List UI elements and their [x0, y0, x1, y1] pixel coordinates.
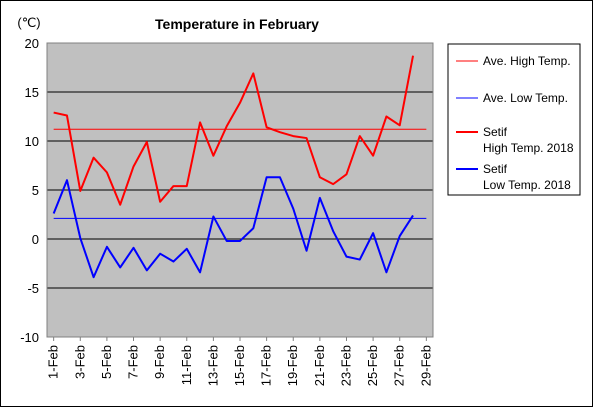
- x-tick-label: 5-Feb: [99, 345, 114, 379]
- y-tick-label: 0: [32, 232, 39, 247]
- legend-label-ave-low: Ave. Low Temp.: [483, 91, 568, 105]
- x-tick-label: 9-Feb: [152, 345, 167, 379]
- x-tick-label: 17-Feb: [259, 345, 274, 386]
- x-tick-label: 7-Feb: [126, 345, 141, 379]
- series-setif-high-temp-2018: [53, 55, 415, 206]
- x-tick-label: 27-Feb: [392, 345, 407, 386]
- x-tick-label: 23-Feb: [338, 345, 353, 386]
- y-tick-label: 20: [25, 36, 39, 51]
- x-axis-ticks: 1-Feb 3-Feb 5-Feb 7-Feb 9-Feb 11-Feb 13-Feb 15-…: [46, 337, 433, 386]
- x-tick-label: 1-Feb: [46, 345, 61, 379]
- y-tick-label: 15: [25, 85, 39, 100]
- x-tick-label: 11-Feb: [179, 345, 194, 385]
- y-unit-label: (℃): [17, 15, 40, 30]
- y-tick-label: -5: [27, 281, 39, 296]
- legend-label-setif-high-line1: Setif: [483, 125, 508, 139]
- legend: Ave. High Temp. Ave. Low Temp. Setif Hig…: [447, 43, 581, 196]
- x-tick-label: 19-Feb: [285, 345, 300, 386]
- series-setif-low-temp-2018: [52, 176, 414, 279]
- x-tick-label: 21-Feb: [312, 345, 327, 386]
- plot-border: [46, 42, 434, 338]
- gridlines: [47, 91, 433, 289]
- legend-label-ave-high: Ave. High Temp.: [483, 54, 571, 68]
- chart-title: Temperature in February: [155, 16, 319, 32]
- legend-label-setif-low-line1: Setif: [483, 162, 508, 176]
- y-axis-ticks: 20 15 10 5 0 -5 -10: [20, 36, 39, 345]
- y-tick-label: 10: [25, 134, 39, 149]
- y-tick-label: 5: [32, 183, 39, 198]
- x-tick-label: 3-Feb: [72, 345, 87, 379]
- x-tick-label: 29-Feb: [418, 345, 433, 386]
- x-tick-label: 13-Feb: [205, 345, 220, 386]
- x-tick-label: 15-Feb: [232, 345, 247, 386]
- y-tick-label: -10: [20, 330, 39, 345]
- series-lines: [52, 55, 427, 279]
- x-tick-label: 25-Feb: [365, 345, 380, 386]
- legend-label-setif-high-line2: High Temp. 2018: [483, 141, 574, 155]
- legend-label-setif-low-line2: Low Temp. 2018: [483, 178, 571, 192]
